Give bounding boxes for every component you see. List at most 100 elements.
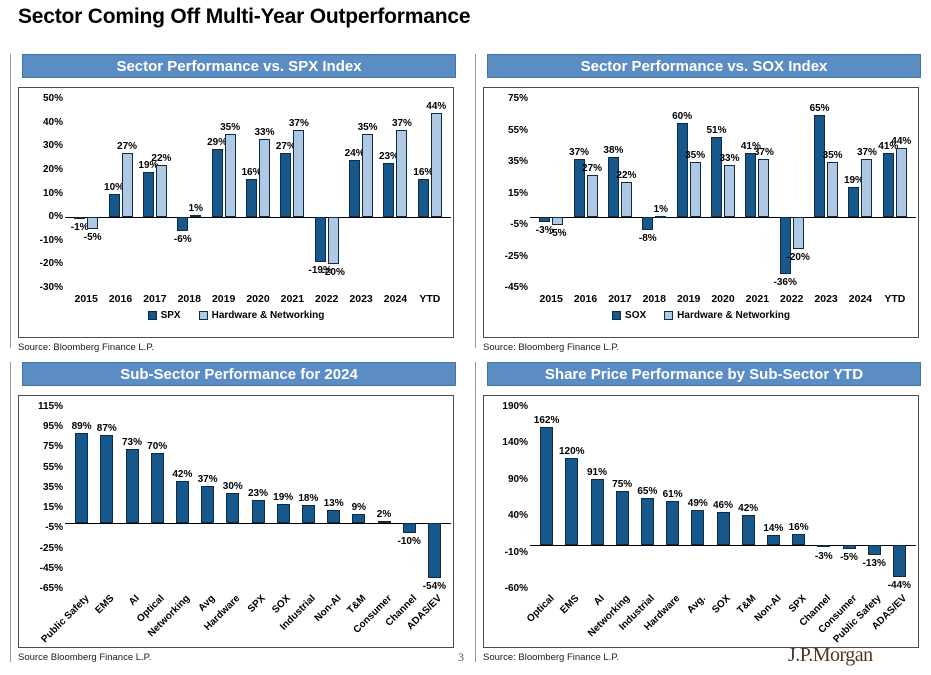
legend-swatch — [612, 311, 622, 320]
quadrant-subsector-2024-chart: Sub-Sector Performance for 2024 115% 95% 7… — [10, 362, 456, 670]
bar-value-label: 46% — [712, 499, 733, 511]
bar — [121, 153, 133, 218]
page-title: Sector Coming Off Multi-Year Outperforma… — [18, 5, 471, 28]
bar — [539, 217, 551, 222]
bar — [177, 217, 189, 232]
bar-value-label: 24% — [344, 148, 365, 160]
legend-swatch — [147, 311, 157, 320]
bar — [327, 217, 339, 265]
bar-value-label: 9% — [351, 502, 367, 514]
bar-value-label: 23% — [247, 488, 268, 500]
bar — [427, 523, 441, 578]
x-axis-label: 2021 — [280, 293, 305, 305]
bar-value-label: -1% — [70, 222, 89, 234]
y-tick-label: -25% — [39, 542, 63, 554]
y-tick-label: 55% — [507, 124, 528, 136]
bar — [259, 139, 270, 218]
legend-item: SPX — [147, 310, 181, 321]
bar — [402, 523, 416, 534]
y-tick-label: -10% — [39, 234, 63, 246]
bar — [586, 174, 598, 218]
bar-value-label: 41% — [740, 140, 761, 152]
bar-value-label: 51% — [706, 124, 727, 136]
sox-chart-canvas: 75% 55% 35% 15% -5% -25% -45% -3% 37% 38% -8% 60% 51… — [483, 87, 919, 338]
bar-value-label: 14% — [763, 523, 784, 535]
bar-value-label: 75% — [612, 478, 633, 490]
x-axis-label: 2022 — [315, 293, 339, 305]
bar — [867, 545, 881, 555]
x-axis-label: Non-AI — [752, 593, 784, 624]
x-axis-label: 2023 — [814, 293, 838, 305]
y-tick-label: -5% — [45, 522, 63, 534]
bar-value-label: 73% — [121, 437, 142, 449]
bar-value-label: 27% — [582, 162, 603, 174]
bar — [590, 479, 604, 546]
legend-swatch — [664, 311, 674, 320]
bar-value-label: 37% — [856, 146, 877, 158]
bar — [190, 214, 202, 218]
bar-value-label: 38% — [603, 145, 624, 157]
y-tick-label: 40% — [507, 510, 528, 522]
bar — [150, 452, 164, 524]
bar-value-label: -5% — [83, 231, 102, 243]
y-tick-label: -45% — [504, 282, 528, 293]
x-axis-label: 2020 — [246, 293, 270, 305]
bar-value-label: -13% — [862, 557, 886, 569]
y-tick-label: 35% — [507, 156, 528, 167]
vertical-divider — [10, 54, 11, 348]
quadrant-subsector-ytd-chart: Share Price Performance by Sub-Sector YT… — [475, 362, 921, 670]
bar — [655, 215, 667, 218]
vertical-divider — [475, 362, 476, 662]
bar — [362, 134, 374, 218]
bar-value-label: 35% — [685, 150, 706, 161]
bar-value-label: 120% — [559, 445, 585, 457]
bar — [175, 480, 189, 524]
bar-value-label: 19% — [138, 160, 159, 172]
bar — [108, 193, 120, 218]
y-tick-label: 140% — [502, 437, 528, 449]
bar — [396, 129, 408, 218]
bar-value-label: -3% — [814, 550, 833, 562]
x-axis-label: 2017 — [143, 293, 167, 305]
bar — [716, 511, 730, 546]
bar — [74, 217, 86, 220]
bar-value-label: 65% — [637, 486, 658, 497]
y-tick-label: -60% — [504, 583, 528, 594]
chart-title-subsector-ytd: Share Price Performance by Sub-Sector YT… — [487, 362, 921, 386]
bar — [276, 504, 290, 524]
x-axis-label: 2024 — [848, 293, 873, 305]
y-tick-label: -25% — [504, 250, 528, 262]
bar — [691, 509, 705, 546]
x-axis-line — [530, 217, 916, 219]
bar — [352, 514, 366, 524]
jpmorgan-logo: J.P.Morgan — [788, 644, 873, 666]
y-tick-label: 20% — [42, 163, 63, 175]
source-label: Source: Bloomberg Finance L.P. — [18, 342, 155, 353]
bar — [642, 217, 654, 230]
bar — [251, 500, 265, 524]
bar — [620, 182, 632, 218]
bar-value-label: 10% — [104, 181, 125, 193]
vertical-divider — [475, 54, 476, 348]
x-axis-label: 2021 — [745, 293, 770, 305]
bar — [293, 129, 305, 218]
x-axis-line — [65, 217, 451, 219]
x-axis-label: 2022 — [780, 293, 804, 305]
bar — [758, 158, 770, 218]
legend-label: SPX — [160, 310, 181, 321]
bar-value-label: 37% — [753, 146, 774, 158]
x-axis-line — [65, 523, 451, 525]
bar — [817, 545, 831, 548]
bar-value-label: 22% — [151, 153, 172, 165]
bar — [779, 217, 791, 274]
bar — [201, 485, 215, 524]
y-tick-label: 95% — [42, 421, 63, 433]
x-axis-label: AI — [591, 593, 607, 608]
bar-value-label: -6% — [173, 234, 192, 246]
x-axis-label: 2017 — [608, 293, 632, 305]
bar-value-label: 30% — [222, 480, 243, 492]
x-axis-label: 2018 — [642, 293, 666, 305]
x-axis-label: 2015 — [74, 293, 98, 305]
bar — [383, 162, 395, 218]
legend-label: Hardware & Networking — [211, 310, 325, 321]
